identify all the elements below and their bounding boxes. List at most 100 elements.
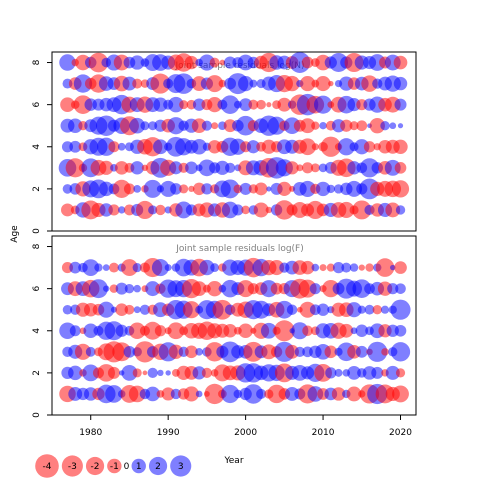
residual-bubble [167, 117, 185, 135]
residual-bubble [269, 260, 285, 276]
residual-bubble [153, 97, 168, 112]
panel-logN-bubbles [58, 52, 410, 220]
residual-bubble [355, 345, 368, 358]
y-tick-label: 0 [32, 228, 42, 234]
residual-bubble [311, 263, 320, 272]
residual-bubble [147, 367, 158, 378]
legend-bubble [85, 456, 105, 476]
residual-bubble [167, 322, 185, 340]
residual-bubble [142, 370, 148, 376]
residual-bubble [389, 122, 397, 130]
residual-bubble [274, 200, 295, 220]
residual-bubble [352, 279, 372, 298]
residual-bubble [238, 75, 254, 92]
residual-bubble [254, 182, 268, 196]
residual-bubble [248, 99, 259, 110]
residual-bubble [195, 390, 203, 398]
residual-bubble [369, 118, 385, 134]
residual-bubble [300, 260, 315, 275]
residual-bubble [123, 345, 136, 358]
residual-bubble [299, 180, 316, 197]
residual-bubble [69, 140, 82, 153]
residual-bubble [397, 123, 404, 129]
legend-label: 1 [136, 462, 142, 472]
residual-bubble [394, 161, 407, 174]
residual-bubble [249, 79, 258, 88]
residual-bubble [109, 262, 119, 273]
y-tick-label: 8 [32, 243, 42, 249]
residual-bubble [390, 264, 396, 271]
residual-bubble [299, 75, 316, 92]
residual-bubble [315, 181, 331, 197]
residual-bubble [296, 164, 304, 172]
residual-bubble [60, 97, 75, 112]
residual-bubble [326, 263, 335, 272]
residual-bubble [74, 343, 92, 360]
residual-bubble [98, 301, 115, 318]
panel-logN-frame [51, 51, 417, 232]
residual-bubble [316, 303, 330, 316]
x-tick-label: 1990 [157, 428, 180, 438]
residual-bubble [291, 322, 309, 340]
residual-bubble [191, 139, 207, 155]
residual-bubble [68, 365, 83, 381]
x-tick-label: 2020 [389, 428, 412, 438]
residual-bubble [309, 283, 321, 295]
residual-bubble [331, 387, 346, 401]
residual-bubble [253, 202, 269, 218]
residual-bubble [215, 160, 230, 175]
residual-bubble [179, 184, 189, 194]
residual-bubble [82, 259, 100, 276]
residual-bubble [294, 346, 305, 357]
residual-bubble [115, 324, 128, 337]
residual-bubble [385, 202, 401, 218]
residual-bubble [361, 75, 378, 92]
residual-bubble [393, 139, 408, 154]
panel-logF-bubbles [59, 257, 411, 405]
residual-bubble [195, 348, 203, 356]
residual-bubble [107, 366, 120, 379]
residual-bubble [201, 120, 212, 131]
residual-bubble [218, 79, 227, 88]
residual-bubble [185, 161, 198, 175]
residual-bubble [192, 366, 206, 380]
residual-bubble [346, 386, 362, 402]
residual-bubble [133, 185, 142, 193]
residual-bubble [129, 117, 145, 134]
residual-bubble [115, 303, 129, 317]
residual-bubble [273, 320, 295, 342]
residual-bubble [299, 301, 316, 318]
residual-bubble [211, 122, 219, 130]
residual-bubble [380, 305, 390, 314]
x-tick-label: 1980 [79, 428, 102, 438]
residual-bubble [277, 181, 292, 196]
residual-bubble [62, 304, 73, 315]
residual-bubble [201, 183, 213, 195]
legend-bubble [61, 455, 83, 477]
residual-bubble [347, 161, 361, 175]
residual-bubble [393, 76, 408, 91]
residual-bubble [239, 182, 252, 195]
residual-bubble [133, 284, 141, 293]
residual-bubble [69, 261, 82, 274]
legend-label: 3 [178, 462, 184, 472]
residual-bubble [212, 299, 233, 320]
residual-bubble [219, 59, 226, 66]
legend-label: -4 [43, 462, 52, 472]
residual-bubble [223, 324, 237, 338]
residual-bubble [256, 99, 266, 110]
residual-bubble [394, 261, 407, 274]
residual-bubble [124, 304, 135, 315]
residual-bubble [334, 368, 343, 377]
residual-bubble [300, 118, 316, 134]
panel-logF-title: Joint sample residuals log(F) [175, 244, 303, 254]
residual-bubble [157, 369, 164, 377]
residual-bubble [83, 323, 98, 339]
residual-bubble [151, 259, 169, 277]
residual-bubble [390, 342, 411, 362]
residual-bubble [375, 258, 395, 277]
residual-bubble [103, 285, 110, 292]
residual-bubble [191, 118, 207, 134]
residual-bubble [122, 76, 137, 91]
